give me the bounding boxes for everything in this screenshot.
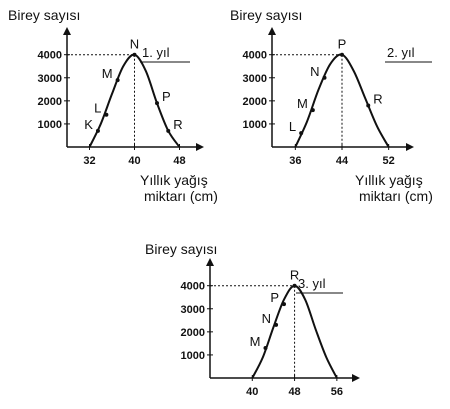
data-point-label: M — [297, 96, 308, 111]
data-point-n — [322, 75, 327, 80]
x-axis-title-line: Yıllık yağış — [140, 172, 208, 188]
data-point-n — [274, 322, 279, 327]
y-tick-label: 1000 — [181, 350, 205, 362]
data-point-label: N — [310, 64, 319, 79]
y-tick-label: 4000 — [243, 50, 267, 62]
x-axis-title-line: Yıllık yağış — [355, 172, 423, 188]
data-point-label: P — [162, 89, 171, 104]
year-label: 3. yıl — [298, 276, 326, 291]
data-point-p — [340, 52, 344, 57]
data-point-l — [104, 112, 109, 117]
year-label: 2. yıl — [387, 45, 415, 60]
x-tick-label: 56 — [331, 386, 343, 398]
y-axis-title: Birey sayısı — [230, 7, 302, 23]
data-point-p — [282, 302, 286, 307]
data-point-label: L — [289, 119, 296, 134]
x-tick-label: 32 — [83, 155, 95, 167]
chart-panel-1: Birey sayısı 1. yıl 4000 3000 2000 1000 32 40 48… — [8, 7, 218, 204]
data-point-m — [115, 78, 120, 83]
data-point-label: M — [250, 334, 261, 349]
y-tick-label: 1000 — [38, 119, 62, 131]
x-tick-label: 36 — [289, 155, 301, 167]
x-tick-label: 48 — [173, 155, 185, 167]
data-point-label: N — [262, 311, 271, 326]
x-tick-label: 48 — [288, 386, 300, 398]
data-point-l — [299, 131, 304, 136]
data-point-label: P — [270, 290, 279, 305]
data-point-label: R — [373, 91, 382, 106]
y-tick-label: 3000 — [181, 304, 205, 316]
data-point-r — [292, 283, 297, 288]
data-point-m — [263, 346, 268, 350]
y-tick-label: 4000 — [181, 281, 205, 293]
y-tick-label: 2000 — [38, 96, 62, 108]
data-point-label: K — [84, 117, 93, 132]
x-tick-label: 40 — [246, 386, 258, 398]
x-tick-label: 52 — [383, 155, 395, 167]
data-point-label: M — [102, 66, 113, 81]
data-point-label: N — [130, 37, 139, 52]
y-tick-label: 2000 — [243, 96, 267, 108]
y-tick-label: 2000 — [181, 327, 205, 339]
data-point-label: R — [173, 117, 182, 132]
data-point-label: L — [94, 101, 101, 116]
data-point-n — [132, 52, 137, 57]
y-tick-label: 3000 — [38, 73, 62, 85]
chart-panel-3: Birey sayısı 3. yıl 4000 3000 2000 1000 40 48 56… — [145, 241, 360, 398]
x-tick-label: 40 — [128, 155, 140, 167]
y-tick-label: 4000 — [38, 50, 62, 62]
y-tick-label: 3000 — [243, 73, 267, 85]
data-point-label: P — [338, 37, 347, 52]
data-point-m — [310, 108, 315, 113]
x-axis-title-line: miktarı (cm) — [359, 188, 433, 204]
y-axis-title: Birey sayısı — [145, 241, 217, 257]
data-point-r — [366, 103, 371, 108]
y-tick-label: 1000 — [243, 119, 267, 131]
data-point-p — [155, 101, 159, 106]
year-label: 1. yıl — [142, 45, 170, 60]
y-axis-title: Birey sayısı — [8, 7, 80, 23]
x-axis-title-line: miktarı (cm) — [144, 188, 218, 204]
data-point-r — [166, 128, 171, 133]
data-point-k — [95, 128, 100, 133]
x-tick-label: 44 — [336, 155, 349, 167]
data-point-label: R — [290, 268, 299, 283]
chart-panel-2: Birey sayısı 2. yıl 4000 3000 2000 1000 36 44 52… — [230, 7, 433, 204]
